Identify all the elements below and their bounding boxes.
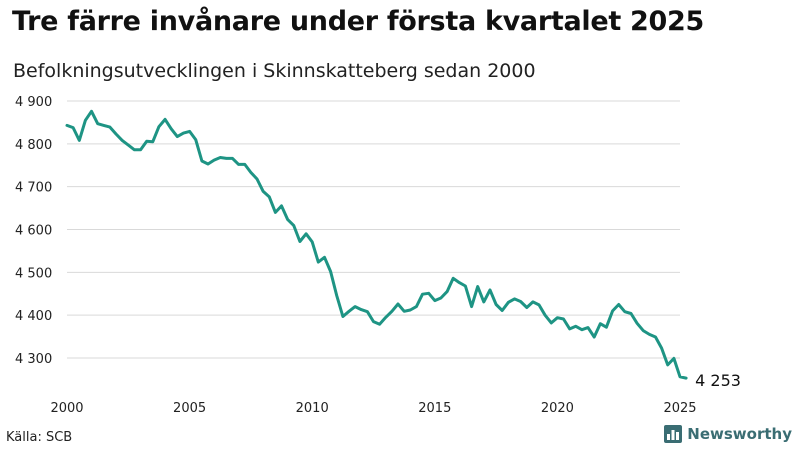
y-tick-label: 4 400 bbox=[15, 309, 52, 324]
x-tick-label: 2025 bbox=[663, 401, 696, 416]
y-axis: 4 300 4 400 4 500 4 600 4 700 4 800 4 900 bbox=[15, 95, 52, 367]
x-axis: 2000 2005 2010 2015 2020 2025 bbox=[50, 401, 696, 416]
chart-title: Tre färre invånare under första kvartale… bbox=[12, 6, 704, 37]
y-tick-label: 4 600 bbox=[15, 224, 52, 239]
end-value-label: 4 253 bbox=[695, 371, 741, 390]
bar-chart-logo-icon bbox=[664, 425, 683, 443]
y-tick-label: 4 800 bbox=[15, 138, 52, 153]
y-tick-label: 4 700 bbox=[15, 181, 52, 196]
x-tick-label: 2015 bbox=[418, 401, 451, 416]
grid-lines bbox=[67, 100, 680, 359]
brand-logo: Newsworthy bbox=[664, 425, 792, 443]
y-tick-label: 4 900 bbox=[15, 95, 52, 110]
y-tick-label: 4 500 bbox=[15, 266, 52, 281]
population-line bbox=[65, 109, 688, 380]
x-tick-label: 2010 bbox=[296, 401, 329, 416]
y-tick-label: 4 300 bbox=[15, 352, 52, 367]
x-tick-label: 2005 bbox=[173, 401, 206, 416]
x-tick-label: 2000 bbox=[50, 401, 83, 416]
brand-name: Newsworthy bbox=[687, 425, 792, 443]
series-group: 4 253 bbox=[65, 109, 741, 390]
source-note: Källa: SCB bbox=[6, 430, 73, 445]
x-tick-label: 2020 bbox=[541, 401, 574, 416]
chart-subtitle: Befolkningsutvecklingen i Skinnskatteber… bbox=[13, 60, 536, 82]
